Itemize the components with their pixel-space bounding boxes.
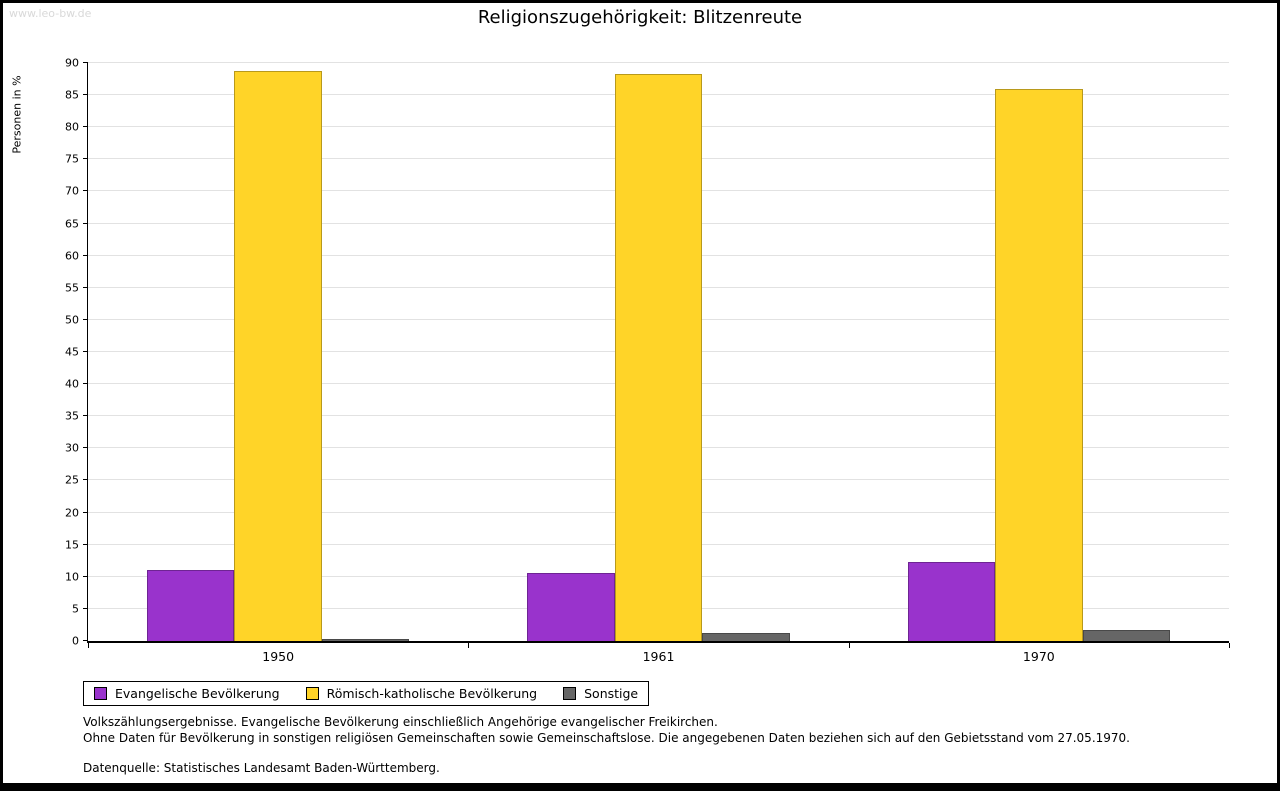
y-axis-tick [83,318,88,320]
watermark: www.leo-bw.de [9,7,92,20]
y-tick-label: 15 [65,538,79,552]
gridline [88,62,1229,63]
legend-label: Evangelische Bevölkerung [115,686,280,701]
bar-evangelische-1961 [527,572,615,641]
bar-group-1961 [468,63,848,641]
footnotes: Volkszählungsergebnisse. Evangelische Be… [83,715,1247,776]
y-axis-tick [83,607,88,609]
bar-sonstige-1961 [702,633,790,641]
y-tick-label: 65 [65,217,79,231]
x-tick-label: 1970 [1022,649,1055,664]
bar-group-1970 [849,63,1229,641]
y-tick-label: 80 [65,120,79,134]
y-tick-label: 35 [65,409,79,423]
x-axis-tick [468,643,470,648]
y-axis-tick [83,383,88,385]
footnote-line-2: Ohne Daten für Bevölkerung in sonstigen … [83,730,1130,745]
y-axis-tick [83,158,88,160]
bar-römisch-katholische-1961 [614,73,703,641]
x-axis-tick [88,643,89,648]
y-axis-tick [83,351,88,352]
y-axis-title: Personen in % [10,75,24,154]
y-tick-label: 70 [65,184,79,198]
chart-title: Religionszugehörigkeit: Blitzenreute [477,7,803,28]
legend: Evangelische Bevölkerung Römisch-katholis… [83,681,650,706]
y-axis-tick [83,254,88,256]
y-tick-label: 25 [65,473,79,487]
plot-area: 0 5 10 15 20 25 30 35 40 45 50 55 60 65 70 75 80 85 90 1950… [65,57,1230,664]
legend-swatch-icon [305,687,319,700]
x-axis-tick [848,643,850,648]
legend-label: Sonstige [584,686,639,701]
y-tick-label: 55 [65,281,79,295]
legend-swatch-icon [94,687,107,700]
y-axis-tick [83,62,88,63]
y-tick-label: 0 [72,634,79,648]
y-tick-label: 85 [65,88,79,102]
y-tick-label: 40 [65,377,79,391]
legend-item: Römisch-katholische Bevölkerung [305,686,538,701]
y-tick-label: 90 [65,56,79,70]
x-axis-tick [1229,643,1230,648]
bar-group-1950 [88,63,468,641]
y-tick-label: 75 [65,152,79,166]
y-tick-label: 10 [65,570,79,584]
y-axis-tick [83,286,88,288]
y-tick-label: 20 [65,506,79,520]
y-axis-tick [83,126,88,128]
bar-römisch-katholische-1970 [995,88,1083,641]
legend-swatch-icon [563,687,577,700]
y-axis-tick [83,415,88,417]
y-axis-tick [83,575,88,577]
legend-item: Evangelische Bevölkerung [94,686,280,701]
footnote-line-1: Volkszählungsergebnisse. Evangelische Be… [83,715,718,729]
y-axis-tick [83,511,88,513]
x-tick-label: 1961 [642,649,675,664]
footnote-source: Datenquelle: Statistisches Landesamt Bad… [83,760,440,775]
bar-sonstige-1970 [1082,630,1171,641]
y-axis-tick [83,447,88,449]
y-tick-label: 30 [65,441,79,455]
bar-sonstige-1950 [321,639,410,641]
y-axis-tick [83,94,88,96]
legend-label: Römisch-katholische Bevölkerung [326,686,538,701]
bar-römisch-katholische-1950 [234,70,322,641]
x-tick-label: 1950 [262,649,295,664]
y-tick-label: 50 [65,313,79,327]
bar-evangelische-1970 [907,562,996,641]
y-axis-tick [83,640,88,641]
bar-evangelische-1950 [146,570,235,641]
legend-item: Sonstige [563,686,638,701]
y-axis-tick [83,222,88,224]
y-tick-label: 45 [65,345,79,359]
y-axis-tick [83,190,88,192]
y-tick-label: 5 [72,602,79,616]
bar-groups [88,63,1229,641]
y-axis-tick [83,543,88,545]
y-tick-label: 60 [65,249,79,263]
y-axis-tick [83,479,88,481]
